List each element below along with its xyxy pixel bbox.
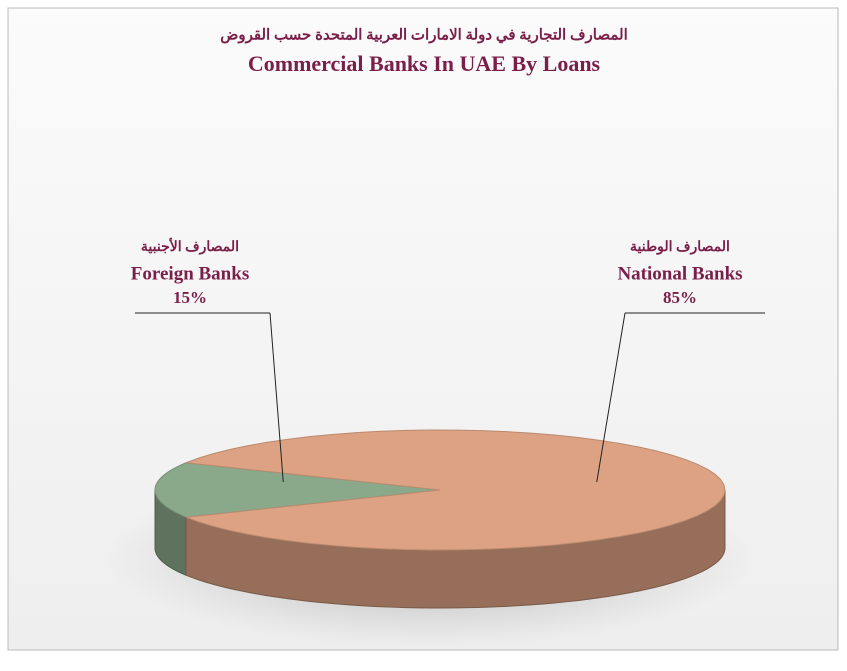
slice-label-ar: المصارف الأجنبية [141,237,239,255]
slice [185,429,726,551]
chart-subtitle: Commercial Banks In UAE By Loans [248,51,601,76]
leader-line [596,312,626,483]
leader-line [269,312,284,483]
value-label: 85% [663,288,697,307]
slice-label: Foreign Banks [131,263,249,284]
chart-title: المصارف التجارية في دولة الامارات العربي… [220,27,628,44]
slice [154,462,441,518]
slice-label: National Banks [617,263,742,284]
slice-label-ar: المصارف الوطنية [630,240,730,255]
value-label: 15% [173,288,207,307]
